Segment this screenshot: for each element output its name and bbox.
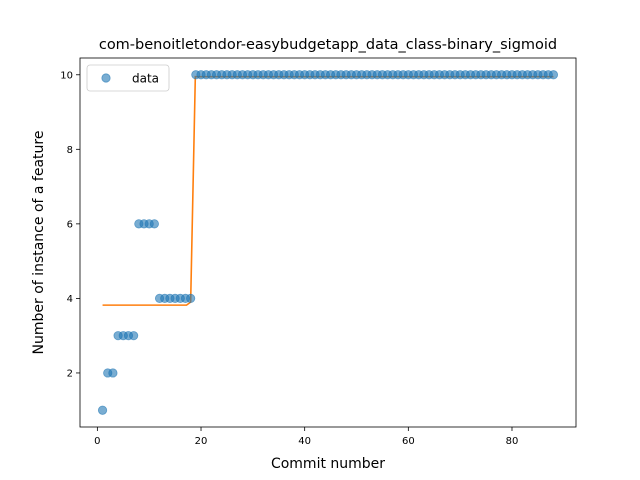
y-tick-label: 2 — [67, 369, 73, 380]
legend-marker — [101, 73, 111, 83]
data-point — [548, 70, 559, 80]
x-axis-label: Commit number — [271, 456, 385, 472]
chart-title: com-benoitletondor-easybudgetapp_data_cl… — [99, 37, 557, 53]
y-tick-label: 4 — [67, 294, 73, 305]
y-tick-label: 8 — [67, 145, 73, 156]
data-point — [186, 293, 196, 304]
data-point — [129, 331, 139, 341]
axes-frame — [79, 57, 577, 428]
x-tick-label: 60 — [402, 436, 415, 447]
fit-line — [102, 75, 554, 306]
data-point — [108, 368, 118, 378]
data-point — [149, 219, 159, 229]
x-tick-label: 20 — [195, 436, 208, 447]
axes-ticks: 0 20 40 60 80 2 4 6 8 10 — [60, 70, 518, 447]
data-point — [97, 405, 108, 415]
plot-area — [97, 70, 559, 415]
y-axis-label: Number of instance of a feature — [31, 131, 47, 355]
legend: data — [86, 64, 170, 92]
x-tick-label: 40 — [298, 436, 311, 447]
legend-box — [86, 64, 170, 92]
legend-label: data — [132, 72, 159, 86]
x-tick-label: 80 — [506, 436, 519, 447]
y-tick-label: 10 — [60, 70, 73, 81]
y-tick-label: 6 — [67, 219, 73, 230]
x-tick-label: 0 — [94, 436, 100, 447]
